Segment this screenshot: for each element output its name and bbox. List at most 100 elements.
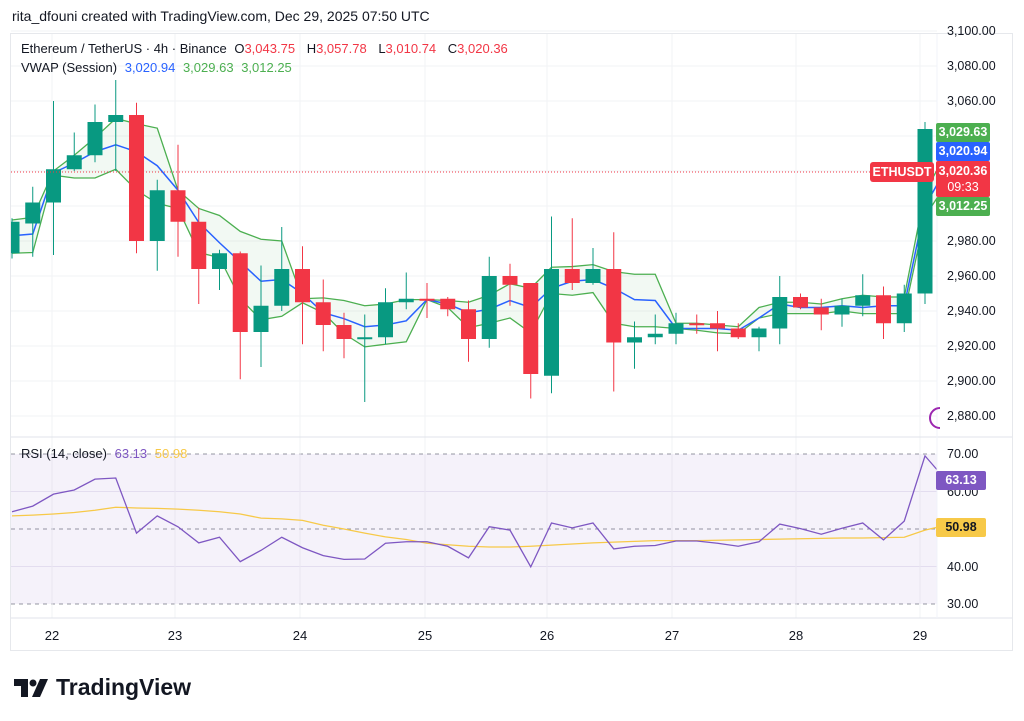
time-tick-label: 25 bbox=[417, 628, 433, 643]
candle bbox=[585, 248, 601, 285]
scroll-to-realtime-icon[interactable] bbox=[929, 407, 941, 429]
low-label: L bbox=[378, 41, 386, 56]
candle-body bbox=[689, 323, 705, 326]
candle-body bbox=[25, 202, 41, 224]
candle-body bbox=[481, 276, 497, 339]
time-tick-label: 27 bbox=[664, 628, 680, 643]
open-value: 3,043.75 bbox=[244, 41, 296, 56]
open-label: O bbox=[234, 41, 245, 56]
time-tick-label: 23 bbox=[167, 628, 183, 643]
rsi-tick-label: 30.00 bbox=[947, 597, 979, 611]
candle-body bbox=[295, 269, 310, 303]
candle bbox=[668, 312, 684, 345]
candle-body bbox=[813, 307, 829, 315]
candle-body bbox=[253, 305, 269, 332]
candle bbox=[772, 276, 788, 345]
candle bbox=[129, 102, 144, 254]
candle-body bbox=[315, 302, 331, 325]
candle bbox=[398, 272, 414, 310]
candle-body bbox=[87, 122, 103, 156]
vwap-lower-line bbox=[11, 168, 937, 348]
rsi-tag: 63.13 bbox=[936, 471, 986, 490]
price-tick-label: 2,940.00 bbox=[947, 304, 996, 318]
candle bbox=[274, 227, 290, 311]
candle bbox=[419, 283, 435, 318]
candle bbox=[295, 246, 310, 345]
candle-body bbox=[108, 115, 124, 122]
rsi-layer bbox=[11, 454, 937, 569]
candle bbox=[232, 251, 248, 380]
high-label: H bbox=[306, 41, 317, 56]
candle bbox=[440, 297, 456, 317]
brand-name: TradingView bbox=[56, 674, 192, 700]
vwap-lower-tag: 3,012.25 bbox=[936, 197, 990, 216]
time-tick-label: 26 bbox=[539, 628, 555, 643]
candle-body bbox=[606, 269, 622, 343]
candle bbox=[502, 263, 518, 306]
candle-body bbox=[730, 328, 746, 338]
candle-body bbox=[66, 155, 82, 170]
candle bbox=[357, 314, 373, 402]
chart-credit: rita_dfouni created with TradingView.com… bbox=[12, 8, 430, 24]
candle bbox=[876, 286, 891, 339]
candle bbox=[378, 288, 393, 345]
vwap-upper-tag: 3,029.63 bbox=[936, 123, 990, 142]
candle-body bbox=[668, 323, 684, 334]
candle-body bbox=[751, 328, 767, 338]
candle-body bbox=[647, 333, 663, 338]
price-tick-label: 2,880.00 bbox=[947, 409, 996, 423]
candle bbox=[149, 179, 165, 271]
candle-body bbox=[710, 323, 725, 329]
candle-body bbox=[11, 221, 20, 254]
candle bbox=[66, 132, 82, 171]
close-value: 3,020.36 bbox=[457, 41, 508, 56]
candle bbox=[191, 207, 207, 304]
candle bbox=[108, 80, 124, 171]
candle-body bbox=[357, 337, 373, 340]
candle bbox=[87, 104, 103, 163]
candle-body bbox=[772, 297, 788, 329]
candle-body bbox=[896, 293, 912, 324]
last-price-tag: 3,020.36 09:33 bbox=[936, 161, 990, 197]
candle bbox=[25, 186, 41, 257]
candle bbox=[544, 216, 559, 394]
vwap-legend: VWAP (Session) 3,020.94 3,029.63 3,012.2… bbox=[21, 60, 296, 75]
candle bbox=[461, 300, 476, 362]
candle-body bbox=[855, 295, 871, 306]
rsi-value: 63.13 bbox=[114, 446, 148, 461]
candle-body bbox=[461, 309, 476, 339]
candle bbox=[730, 323, 746, 339]
candle-body bbox=[129, 115, 144, 241]
rsi-title[interactable]: RSI (14, close) bbox=[21, 446, 107, 461]
vwap-upper-line bbox=[11, 117, 937, 328]
candle bbox=[253, 265, 269, 367]
rsi-legend: RSI (14, close) 63.13 50.98 bbox=[21, 446, 191, 461]
vwap-tag: 3,020.94 bbox=[936, 142, 990, 161]
candle bbox=[627, 321, 642, 369]
chart-frame bbox=[10, 33, 1013, 651]
time-tick-label: 29 bbox=[912, 628, 928, 643]
symbol-title[interactable]: Ethereum / TetherUS · 4h · Binance bbox=[21, 41, 227, 56]
candle bbox=[11, 218, 20, 259]
candles-layer bbox=[11, 80, 933, 402]
price-tick-label: 2,920.00 bbox=[947, 339, 996, 353]
candle-body bbox=[398, 298, 414, 303]
symbol-tag: ETHUSDT bbox=[870, 162, 934, 182]
high-value: 3,057.78 bbox=[316, 41, 367, 56]
candle bbox=[606, 232, 622, 392]
price-tick-label: 2,960.00 bbox=[947, 269, 996, 283]
vwap-title[interactable]: VWAP (Session) bbox=[21, 60, 118, 75]
price-tick-label: 2,900.00 bbox=[947, 374, 996, 388]
candle bbox=[212, 249, 227, 290]
vwap-upper-value: 3,029.63 bbox=[182, 60, 234, 75]
close-label: C bbox=[447, 41, 458, 56]
tradingview-logo[interactable]: TradingView bbox=[14, 674, 191, 701]
rsi-band bbox=[11, 454, 937, 604]
candle bbox=[896, 284, 912, 332]
price-tick-label: 2,980.00 bbox=[947, 234, 996, 248]
price-tick-label: 3,060.00 bbox=[947, 94, 996, 108]
candle-body bbox=[170, 190, 186, 222]
candle bbox=[481, 256, 497, 348]
candle-body bbox=[149, 190, 165, 241]
